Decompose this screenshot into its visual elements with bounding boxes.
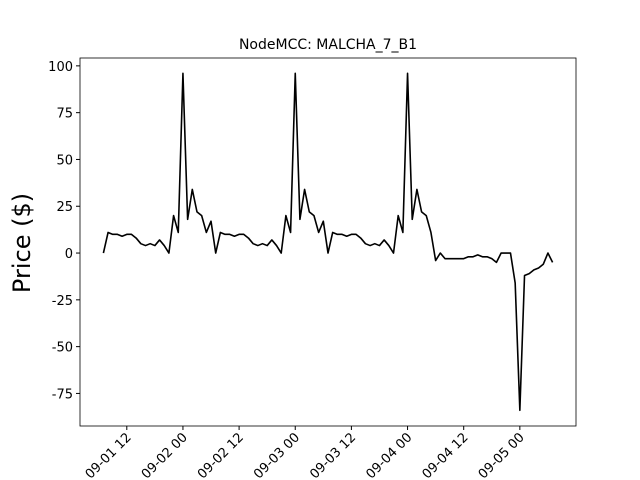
y-axis-label: Price ($) bbox=[8, 193, 36, 293]
plot-frame bbox=[79, 57, 577, 427]
y-tick-label: 0 bbox=[65, 247, 73, 262]
y-tick-label: -25 bbox=[52, 294, 73, 309]
price-line bbox=[102, 72, 554, 412]
y-tick-label: -50 bbox=[52, 341, 73, 356]
y-tick-label: 100 bbox=[48, 60, 73, 75]
chart-title: NodeMCC: MALCHA_7_B1 bbox=[239, 37, 417, 53]
y-tick-label: -75 bbox=[52, 387, 73, 402]
y-tick-label: 50 bbox=[56, 153, 73, 168]
y-tick-label: 75 bbox=[56, 107, 73, 122]
y-tick-label: 25 bbox=[56, 200, 73, 215]
